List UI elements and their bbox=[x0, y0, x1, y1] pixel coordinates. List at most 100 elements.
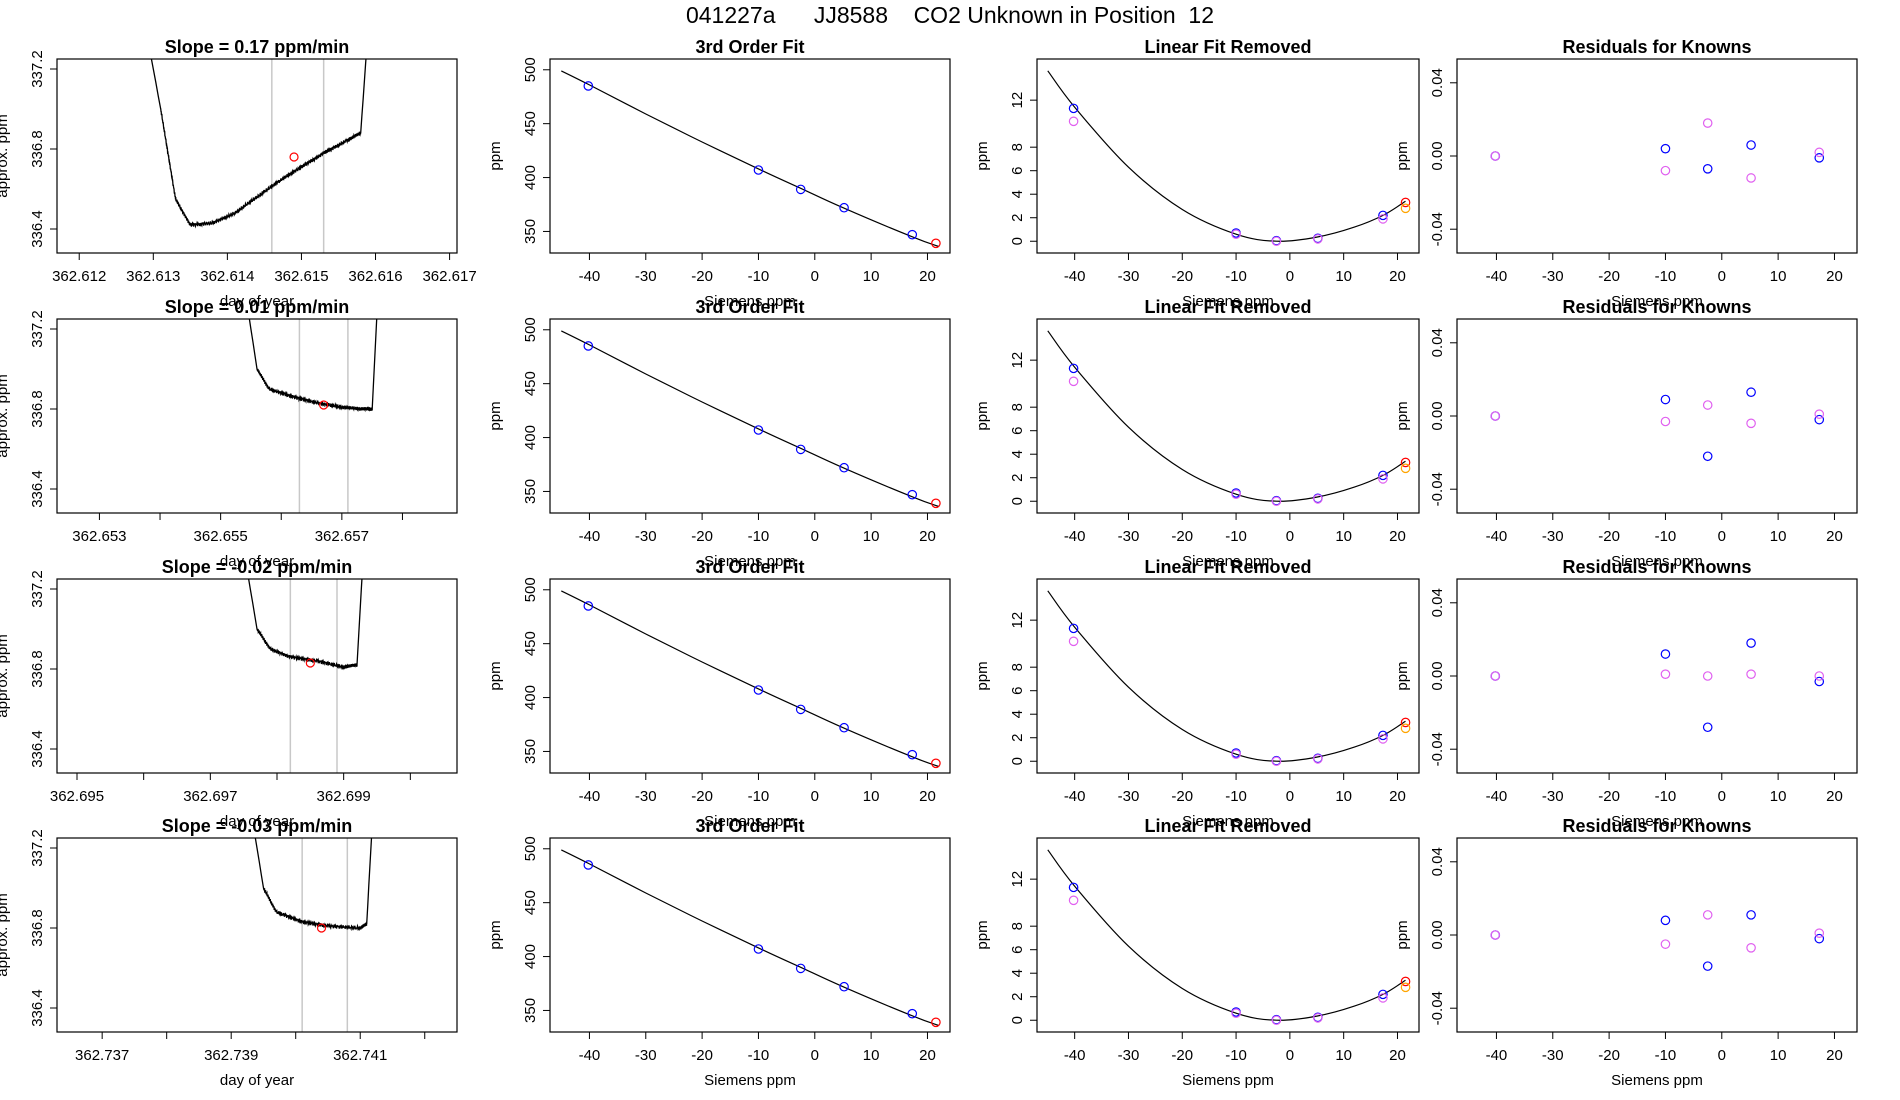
data-point bbox=[753, 685, 764, 695]
x-tick-label: 362.655 bbox=[194, 528, 248, 545]
x-tick-label: 0 bbox=[1286, 528, 1294, 545]
x-tick-label: 10 bbox=[863, 1047, 880, 1064]
data-point bbox=[795, 444, 806, 455]
page-title: 041227a JJ8588 CO2 Unknown in Position 1… bbox=[685, 2, 1215, 28]
plot-frame bbox=[56, 58, 458, 254]
panel-title: 3rd Order Fit bbox=[695, 816, 804, 836]
data-point bbox=[1490, 411, 1501, 421]
x-axis-label: Siemens ppm bbox=[1611, 553, 1703, 570]
x-tick-label: 0 bbox=[1718, 1047, 1726, 1064]
x-tick-label: -20 bbox=[691, 528, 713, 545]
x-axis-label: day of year bbox=[220, 1072, 294, 1089]
y-tick-label: 12 bbox=[1009, 92, 1026, 109]
data-point bbox=[583, 860, 594, 870]
y-tick-label: 8 bbox=[1009, 403, 1026, 411]
y-tick-label: 336.4 bbox=[29, 470, 46, 508]
x-axis-label: Siemens ppm bbox=[704, 1072, 796, 1089]
y-tick-label: 4 bbox=[1009, 969, 1026, 977]
x-tick-label: 0 bbox=[1718, 788, 1726, 805]
panel-title: Linear Fit Removed bbox=[1144, 297, 1311, 317]
data-point bbox=[1271, 236, 1282, 247]
x-tick-label: -10 bbox=[1225, 528, 1247, 545]
data-point bbox=[1313, 494, 1323, 504]
plot-frame bbox=[549, 58, 951, 254]
data-point bbox=[931, 758, 941, 769]
x-tick-label: 10 bbox=[1770, 788, 1787, 805]
data-point bbox=[1746, 910, 1756, 920]
data-point bbox=[907, 229, 918, 240]
data-point bbox=[839, 722, 849, 733]
x-tick-label: -40 bbox=[579, 788, 601, 805]
plot-frame bbox=[1036, 578, 1420, 774]
y-tick-label: 0.04 bbox=[1429, 847, 1446, 876]
y-tick-label: -0.04 bbox=[1429, 212, 1446, 246]
y-tick-label: 0.04 bbox=[1429, 588, 1446, 617]
x-tick-label: 362.613 bbox=[126, 268, 180, 285]
data-point bbox=[1400, 463, 1411, 474]
y-tick-label: 450 bbox=[522, 631, 539, 656]
time-series-trace bbox=[254, 838, 373, 932]
x-tick-label: 10 bbox=[1335, 268, 1352, 285]
data-point bbox=[1068, 103, 1079, 114]
data-point bbox=[1231, 1008, 1241, 1018]
x-tick-label: -10 bbox=[748, 1047, 770, 1064]
fit-curve bbox=[1047, 70, 1406, 242]
y-axis-label: approx. ppm bbox=[0, 114, 11, 197]
y-tick-label: 350 bbox=[522, 219, 539, 244]
data-point bbox=[583, 81, 594, 91]
data-point bbox=[1313, 1013, 1323, 1023]
data-point bbox=[1660, 669, 1671, 679]
plot-frame bbox=[549, 578, 951, 774]
plot-frame bbox=[56, 578, 458, 774]
data-point bbox=[583, 341, 594, 351]
data-point bbox=[1814, 409, 1825, 419]
plot-frame bbox=[1456, 58, 1858, 254]
x-tick-label: 10 bbox=[1770, 268, 1787, 285]
x-axis-label: Siemens ppm bbox=[704, 553, 796, 570]
plot-frame bbox=[1036, 318, 1420, 514]
y-tick-label: 12 bbox=[1009, 612, 1026, 629]
x-axis-label: Siemens ppm bbox=[1611, 1072, 1703, 1089]
y-tick-label: 350 bbox=[522, 739, 539, 764]
y-tick-label: 8 bbox=[1009, 663, 1026, 671]
y-tick-label: 350 bbox=[522, 479, 539, 504]
data-point bbox=[1378, 734, 1388, 744]
x-tick-label: 20 bbox=[1826, 788, 1843, 805]
y-tick-label: 0.04 bbox=[1429, 68, 1446, 97]
plot-frame bbox=[56, 318, 458, 514]
y-tick-label: 337.2 bbox=[29, 310, 46, 348]
x-tick-label: -20 bbox=[1171, 528, 1193, 545]
y-tick-label: 500 bbox=[522, 836, 539, 861]
x-tick-label: 10 bbox=[1770, 1047, 1787, 1064]
data-point bbox=[1490, 671, 1501, 681]
x-tick-label: -20 bbox=[691, 788, 713, 805]
y-tick-label: 450 bbox=[522, 111, 539, 136]
data-point bbox=[1814, 928, 1825, 938]
y-axis-label: ppm bbox=[487, 401, 504, 430]
y-tick-label: 500 bbox=[522, 577, 539, 602]
panel-title: Linear Fit Removed bbox=[1144, 557, 1311, 577]
y-axis-label: approx. ppm bbox=[0, 634, 11, 717]
x-axis-label: Siemens ppm bbox=[1182, 293, 1274, 310]
y-tick-label: 336.8 bbox=[29, 130, 46, 168]
x-tick-label: -20 bbox=[1598, 268, 1620, 285]
data-point bbox=[1702, 451, 1713, 462]
data-point bbox=[1746, 387, 1756, 398]
y-tick-label: 450 bbox=[522, 890, 539, 915]
panel-title: Slope = 0.17 ppm/min bbox=[165, 37, 350, 57]
data-point bbox=[1660, 143, 1671, 154]
x-tick-label: -20 bbox=[1171, 1047, 1193, 1064]
y-tick-label: 12 bbox=[1009, 871, 1026, 888]
panel-title: Slope = -0.02 ppm/min bbox=[162, 557, 353, 577]
panel-title: Linear Fit Removed bbox=[1144, 37, 1311, 57]
data-point bbox=[753, 425, 764, 435]
data-point bbox=[907, 749, 918, 760]
y-tick-label: 8 bbox=[1009, 922, 1026, 930]
x-tick-label: -10 bbox=[1655, 528, 1677, 545]
x-tick-label: -30 bbox=[1542, 788, 1564, 805]
panel-title: 3rd Order Fit bbox=[695, 297, 804, 317]
y-tick-label: 2 bbox=[1009, 474, 1026, 482]
x-tick-label: 0 bbox=[1286, 788, 1294, 805]
x-tick-label: 0 bbox=[1718, 528, 1726, 545]
